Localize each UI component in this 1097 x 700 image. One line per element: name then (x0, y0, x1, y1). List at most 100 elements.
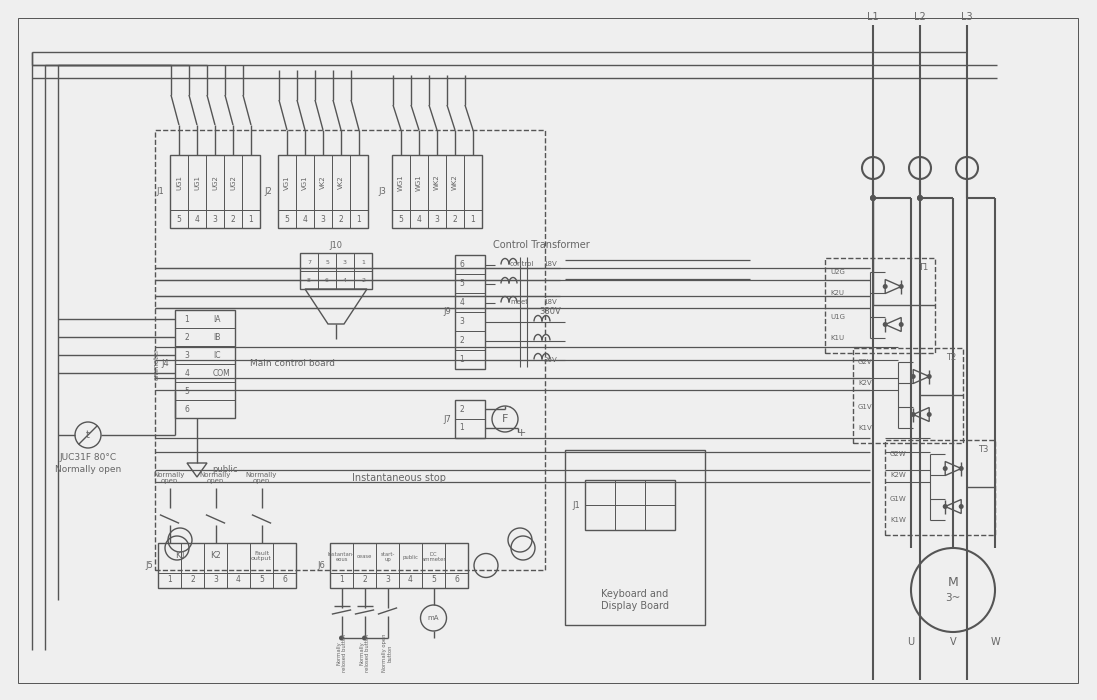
Text: W: W (991, 637, 999, 647)
Text: 18V: 18V (543, 300, 557, 305)
Text: UG1: UG1 (176, 175, 182, 190)
Bar (392, 155, 482, 228)
Bar (299, 253, 372, 289)
Text: VK2: VK2 (338, 176, 344, 189)
Text: 7: 7 (307, 260, 312, 265)
Text: 5: 5 (177, 214, 181, 223)
Text: 5: 5 (184, 386, 190, 395)
Text: 1: 1 (471, 214, 475, 223)
Text: K1V: K1V (858, 425, 872, 430)
Text: 3: 3 (184, 351, 190, 360)
Text: U2G: U2G (830, 270, 845, 275)
Text: WK2: WK2 (434, 174, 440, 190)
Text: Instantan-
eous: Instantan- eous (328, 552, 355, 562)
Text: L2: L2 (914, 12, 926, 22)
Text: G2W: G2W (890, 452, 906, 457)
Text: L1: L1 (868, 12, 879, 22)
Text: 3: 3 (213, 214, 217, 223)
Text: UG2: UG2 (230, 175, 236, 190)
Bar (155, 130, 545, 570)
Bar (565, 450, 705, 625)
Text: J1: J1 (573, 500, 580, 510)
Bar (885, 440, 995, 535)
Text: J9: J9 (443, 307, 451, 316)
Text: 1: 1 (249, 214, 253, 223)
Text: mA: mA (428, 615, 439, 621)
Text: J6: J6 (317, 561, 325, 570)
Text: 4: 4 (236, 575, 241, 584)
Text: 3: 3 (343, 260, 347, 265)
Bar (278, 155, 367, 228)
Text: 6: 6 (325, 277, 329, 283)
Text: VK2: VK2 (320, 176, 326, 189)
Text: 6: 6 (460, 260, 464, 269)
Text: Normally
open: Normally open (246, 472, 278, 484)
Circle shape (870, 195, 877, 201)
Text: 2: 2 (190, 575, 195, 584)
Circle shape (959, 466, 963, 471)
Circle shape (959, 504, 963, 509)
Circle shape (911, 412, 916, 417)
Text: K2: K2 (211, 552, 220, 561)
Bar (455, 400, 485, 438)
Text: IC: IC (213, 351, 220, 360)
Text: cease: cease (357, 554, 372, 559)
Bar (158, 543, 296, 588)
Text: COM: COM (213, 368, 230, 377)
Text: public: public (403, 554, 418, 559)
Text: ammeter: ammeter (154, 348, 160, 380)
Text: 2: 2 (453, 214, 457, 223)
Text: VG1: VG1 (284, 175, 290, 190)
Text: 3: 3 (320, 214, 326, 223)
Text: K2U: K2U (830, 290, 844, 296)
Text: 2: 2 (230, 214, 236, 223)
Text: +: + (517, 428, 525, 438)
Text: JUC31F 80°C: JUC31F 80°C (59, 452, 116, 461)
Text: 5: 5 (325, 260, 329, 265)
Text: 1: 1 (361, 260, 365, 265)
Text: U1G: U1G (830, 314, 845, 320)
Text: K1U: K1U (830, 335, 844, 341)
Text: 1: 1 (339, 575, 343, 584)
Circle shape (942, 466, 948, 471)
Bar (176, 310, 235, 418)
Text: J5: J5 (145, 561, 152, 570)
Bar (853, 348, 963, 443)
Text: 5: 5 (284, 214, 290, 223)
Text: 6: 6 (454, 575, 459, 584)
Circle shape (942, 504, 948, 509)
Circle shape (917, 195, 923, 201)
Text: J2: J2 (264, 187, 272, 196)
Text: Normally open
button: Normally open button (382, 634, 393, 672)
Text: 1: 1 (357, 214, 361, 223)
Text: UG1: UG1 (194, 175, 200, 190)
Text: 8: 8 (307, 277, 310, 283)
Text: 1: 1 (460, 424, 464, 433)
Text: 4: 4 (408, 575, 412, 584)
Text: meet: meet (510, 300, 528, 305)
Text: K2W: K2W (890, 472, 906, 478)
Text: WK2: WK2 (452, 174, 459, 190)
Text: Normally
relosed button: Normally relosed button (336, 634, 347, 672)
Text: 3: 3 (460, 317, 464, 326)
Text: T1: T1 (918, 263, 928, 272)
Text: T2: T2 (946, 354, 957, 363)
Text: Control Transformer: Control Transformer (493, 240, 590, 250)
Text: IB: IB (213, 332, 220, 342)
Text: 6: 6 (282, 575, 287, 584)
Circle shape (927, 412, 931, 417)
Text: Main control board: Main control board (250, 360, 335, 368)
Circle shape (883, 322, 887, 327)
Text: public: public (212, 466, 237, 475)
Text: 2: 2 (460, 405, 464, 414)
Text: 2: 2 (460, 336, 464, 345)
Circle shape (927, 374, 931, 379)
Bar (825, 258, 935, 353)
Text: 3: 3 (434, 214, 440, 223)
Bar (330, 543, 468, 588)
Circle shape (898, 322, 904, 327)
Text: 5: 5 (431, 575, 436, 584)
Text: WG1: WG1 (416, 174, 422, 191)
Text: J3: J3 (378, 187, 386, 196)
Text: 4: 4 (343, 277, 347, 283)
